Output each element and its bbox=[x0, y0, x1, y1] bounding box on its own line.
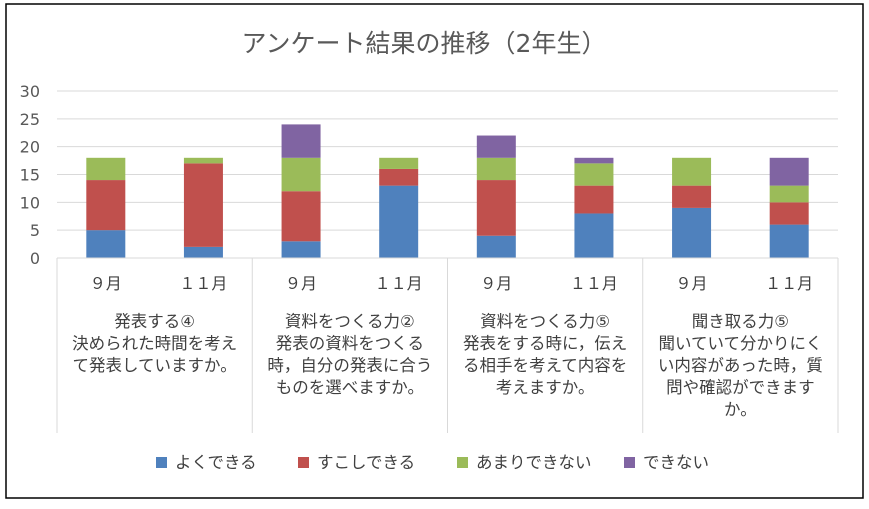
y-tick-label: 25 bbox=[20, 110, 40, 129]
legend-label: あまりできない bbox=[476, 453, 592, 472]
bar-segment bbox=[769, 224, 809, 258]
group-label-line: 資料をつくる力⑤ bbox=[480, 312, 610, 331]
bar-segment bbox=[281, 124, 321, 158]
bar-segment bbox=[281, 191, 321, 242]
group-label-line: 発表の資料をつくる bbox=[276, 334, 424, 353]
group-label-line: い内容があった時，質 bbox=[658, 356, 823, 375]
group-label-line: る相手を考えて内容を bbox=[463, 356, 627, 375]
bar-segment bbox=[183, 157, 223, 164]
group-label-line: 聞いていて分かりにく bbox=[659, 334, 823, 353]
x-tick-label: １１月 bbox=[765, 274, 813, 293]
group-label-line: 資料をつくる力② bbox=[285, 312, 415, 331]
bar-segment bbox=[476, 135, 516, 158]
legend-swatch bbox=[457, 457, 468, 468]
bar-segment bbox=[672, 185, 712, 208]
bar-segment bbox=[476, 157, 516, 181]
x-tick-label: ９月 bbox=[285, 274, 317, 293]
bar-segment bbox=[769, 202, 809, 225]
y-tick-label: 30 bbox=[20, 82, 40, 101]
bar-segment bbox=[379, 168, 419, 186]
bar-segment bbox=[574, 185, 614, 214]
legend-label: すこしできる bbox=[317, 453, 415, 472]
legend: よくできる すこしできる あまりできない できない bbox=[156, 453, 709, 472]
bar-segment bbox=[672, 207, 712, 258]
bar-segment bbox=[769, 157, 809, 186]
legend-swatch bbox=[298, 457, 309, 468]
bars bbox=[86, 124, 809, 258]
y-axis-ticks: 0 5 10 15 20 25 30 bbox=[20, 82, 40, 268]
bar-segment bbox=[476, 180, 516, 236]
chart-frame bbox=[5, 3, 864, 499]
group-label-line: 考えますか。 bbox=[496, 378, 595, 397]
legend-label: できない bbox=[643, 453, 709, 472]
bar-segment bbox=[574, 213, 614, 258]
bar-segment bbox=[379, 157, 419, 169]
bar-segment bbox=[183, 163, 223, 247]
x-tick-label: １１月 bbox=[179, 274, 227, 293]
bar-segment bbox=[86, 180, 126, 231]
group-label-line: 決められた時間を考え bbox=[72, 334, 237, 353]
group-label-line: 時，自分の発表に合う bbox=[267, 356, 432, 375]
y-tick-label: 15 bbox=[20, 166, 40, 185]
chart-title: アンケート結果の推移（2年生） bbox=[242, 29, 607, 58]
y-tick-label: 10 bbox=[20, 193, 40, 212]
group-label-line: 発表する④ bbox=[114, 312, 195, 331]
bar-segment bbox=[574, 157, 614, 164]
group-label-line: ものを選べますか。 bbox=[276, 378, 424, 397]
bar-segment bbox=[476, 235, 516, 258]
bar-segment bbox=[183, 246, 223, 258]
x-tick-label: ９月 bbox=[90, 274, 122, 293]
bar-segment bbox=[574, 163, 614, 186]
legend-swatch bbox=[156, 457, 167, 468]
group-label-line: 問や確認ができます bbox=[666, 378, 815, 397]
y-tick-label: 20 bbox=[20, 138, 40, 157]
x-tick-label: ９月 bbox=[676, 274, 708, 293]
legend-swatch bbox=[624, 457, 635, 468]
bar-segment bbox=[769, 185, 809, 203]
y-tick-label: 0 bbox=[30, 249, 40, 268]
group-label-line: 発表をする時に，伝え bbox=[463, 334, 627, 353]
x-tick-label: １１月 bbox=[375, 274, 423, 293]
bar-segment bbox=[86, 157, 126, 181]
group-label-line: て発表していますか。 bbox=[73, 356, 237, 375]
group-label-line: か。 bbox=[724, 400, 757, 419]
bar-segment bbox=[281, 157, 321, 192]
x-tick-label: ９月 bbox=[480, 274, 512, 293]
bar-segment bbox=[379, 185, 419, 258]
bar-segment bbox=[672, 157, 712, 186]
group-label-line: 聞き取る力⑤ bbox=[692, 312, 789, 331]
x-tick-label: １１月 bbox=[570, 274, 618, 293]
bar-segment bbox=[86, 230, 126, 258]
y-tick-label: 5 bbox=[30, 221, 40, 240]
legend-label: よくできる bbox=[175, 453, 257, 472]
bar-segment bbox=[281, 241, 321, 258]
